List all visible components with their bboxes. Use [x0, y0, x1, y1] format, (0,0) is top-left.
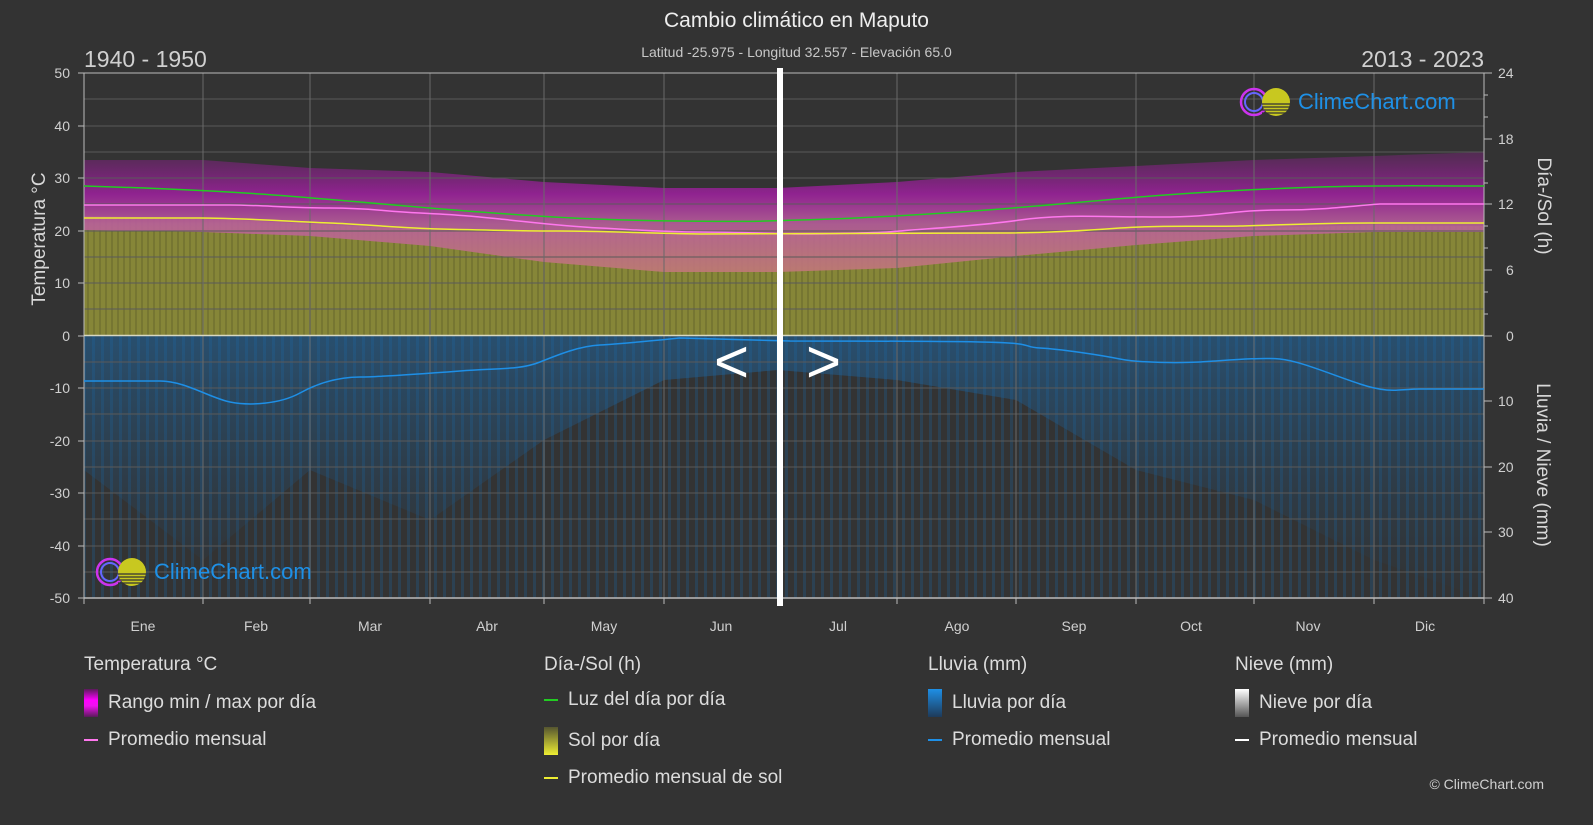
- climechart-logo-icon: [1239, 87, 1290, 117]
- period-right-label: 2013 - 2023: [1361, 46, 1484, 72]
- legend-label: Promedio mensual: [952, 729, 1111, 750]
- y-tick: 20: [54, 223, 70, 239]
- next-period-button[interactable]: >: [806, 328, 842, 395]
- right-tick: 6: [1506, 262, 1514, 278]
- legend-snow: Nieve por día: [1235, 689, 1372, 717]
- logo-text: ClimeChart.com: [1298, 89, 1456, 114]
- right-tick: 30: [1498, 524, 1514, 540]
- legend-sun-heading: Día-/Sol (h): [544, 654, 642, 675]
- sun-swatch-icon: [544, 727, 558, 755]
- chart-title: Cambio climático en Maputo: [664, 9, 929, 32]
- rain-avg-swatch-icon: [928, 739, 942, 741]
- right-bottom-axis-title: Lluvia / Nieve (mm): [1532, 383, 1553, 547]
- sun-avg-swatch-icon: [544, 777, 558, 779]
- month-label: Ene: [130, 618, 156, 634]
- legend-rain: Lluvia por día: [928, 689, 1066, 717]
- left-axis-title: Temperatura °C: [29, 172, 50, 306]
- right-tick: 40: [1498, 590, 1514, 606]
- legend-snow-heading: Nieve (mm): [1235, 654, 1334, 675]
- legend-label: Luz del día por día: [568, 689, 726, 710]
- legend-label: Lluvia por día: [952, 692, 1067, 713]
- month-label: Dic: [1414, 618, 1436, 634]
- y-tick: -10: [49, 380, 70, 396]
- period-left-label: 1940 - 1950: [84, 46, 207, 72]
- legend-label: Promedio mensual de sol: [568, 767, 783, 788]
- legend-snow-avg: Promedio mensual: [1235, 729, 1417, 751]
- month-label: Abr: [476, 618, 498, 634]
- right-tick: 18: [1498, 131, 1514, 147]
- right-tick: 24: [1498, 65, 1514, 81]
- snow-avg-swatch-icon: [1235, 739, 1249, 741]
- rain-swatch-icon: [928, 689, 942, 717]
- copyright: © ClimeChart.com: [1429, 776, 1544, 792]
- right-top-axis-title: Día-/Sol (h): [1533, 157, 1554, 255]
- snow-swatch-icon: [1235, 689, 1249, 717]
- y-tick: 50: [54, 65, 70, 81]
- y-tick: -50: [49, 590, 70, 606]
- y-tick: 40: [54, 118, 70, 134]
- y-tick: -20: [49, 433, 70, 449]
- y-tick: 30: [54, 170, 70, 186]
- month-label: Mar: [357, 618, 383, 634]
- sun-avg-line: [84, 217, 1484, 235]
- legend-temp-avg: Promedio mensual: [84, 729, 266, 751]
- legend-rain-avg: Promedio mensual: [928, 729, 1110, 751]
- right-tick: 10: [1498, 393, 1514, 409]
- y-tick: 10: [54, 275, 70, 291]
- prev-period-button[interactable]: <: [714, 328, 750, 395]
- grid-horizontal: [84, 98, 1484, 573]
- logo-top[interactable]: ClimeChart.com: [1238, 86, 1456, 118]
- logo-text: ClimeChart.com: [154, 559, 312, 584]
- legend-label: Rango min / max por día: [108, 692, 317, 713]
- month-label: Oct: [1180, 618, 1202, 634]
- right-tick: 0: [1506, 328, 1514, 344]
- climechart-logo-icon: [95, 557, 146, 587]
- legend-label: Promedio mensual: [108, 729, 267, 750]
- legend-sun: Sol por día: [544, 727, 660, 755]
- month-label: Nov: [1295, 618, 1321, 634]
- month-label: Feb: [243, 618, 269, 634]
- temp-avg-swatch-icon: [84, 739, 98, 741]
- logo-bottom[interactable]: ClimeChart.com: [94, 556, 312, 588]
- month-label: Jul: [829, 618, 847, 634]
- y-tick: -40: [49, 538, 70, 554]
- temp-range-swatch-icon: [84, 689, 98, 717]
- legend-label: Promedio mensual: [1259, 729, 1418, 750]
- legend-label: Nieve por día: [1259, 692, 1373, 713]
- month-label: Jun: [709, 618, 733, 634]
- daylight-swatch-icon: [544, 699, 558, 701]
- right-tick: 12: [1498, 196, 1514, 212]
- y-tick: -30: [49, 485, 70, 501]
- rain-avg-line: [84, 337, 1484, 405]
- legend-daylight: Luz del día por día: [544, 689, 725, 711]
- daylight-line: [83, 185, 1485, 223]
- month-label: Sep: [1061, 618, 1087, 634]
- legend-sun-avg: Promedio mensual de sol: [544, 767, 782, 789]
- legend-rain-heading: Lluvia (mm): [928, 654, 1028, 675]
- legend-temp-range: Rango min / max por día: [84, 689, 316, 717]
- month-label: May: [590, 618, 618, 634]
- y-tick: 0: [62, 328, 70, 344]
- right-tick: 20: [1498, 459, 1514, 475]
- month-label: Ago: [944, 618, 970, 634]
- legend-label: Sol por día: [568, 730, 660, 751]
- period-split-divider: [777, 68, 783, 606]
- legend-temperature-heading: Temperatura °C: [84, 654, 218, 675]
- chart-subtitle: Latitud -25.975 - Longitud 32.557 - Elev…: [641, 44, 952, 60]
